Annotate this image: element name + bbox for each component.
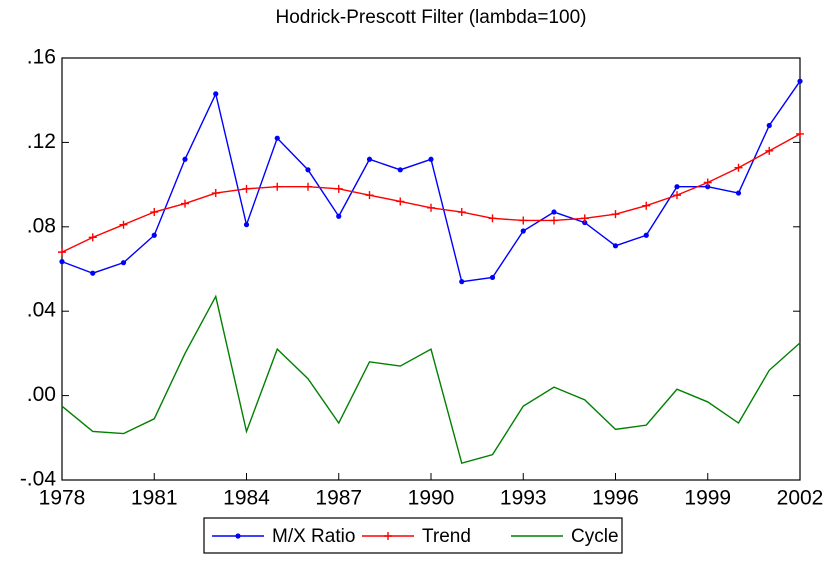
point	[213, 91, 219, 97]
legend-label: Cycle	[571, 526, 619, 547]
x-tick-label: 1984	[223, 487, 270, 510]
series-line	[61, 133, 801, 253]
point	[305, 167, 311, 173]
point	[550, 216, 558, 225]
point	[582, 219, 588, 226]
point	[304, 182, 312, 191]
x-tick-label: 1987	[315, 487, 362, 510]
point	[766, 122, 772, 129]
point	[397, 167, 403, 173]
point	[734, 163, 743, 172]
legend-label: M/X Ratio	[272, 526, 355, 547]
point	[765, 146, 774, 155]
point	[396, 197, 405, 206]
point	[488, 214, 497, 223]
point	[797, 78, 803, 84]
y-tick-label: .12	[27, 130, 56, 153]
point	[88, 233, 97, 242]
point	[273, 182, 282, 191]
point	[243, 222, 250, 228]
y-tick-label: .04	[27, 299, 57, 322]
x-tick-label: 1990	[408, 487, 455, 510]
point	[182, 156, 188, 162]
point	[643, 232, 649, 238]
point	[334, 184, 343, 193]
point	[427, 203, 435, 212]
point	[611, 210, 620, 219]
point	[796, 129, 804, 138]
point	[612, 243, 619, 249]
y-tick-label: -.04	[20, 468, 57, 491]
point	[119, 220, 128, 229]
point	[520, 228, 526, 234]
point	[580, 214, 589, 223]
y-tick-label: .00	[27, 383, 56, 406]
legend-label: Trend	[422, 526, 471, 547]
point	[242, 184, 251, 193]
point	[489, 274, 496, 281]
y-tick-label: .16	[27, 46, 56, 69]
point	[457, 208, 466, 217]
point	[551, 209, 557, 215]
point	[366, 156, 373, 162]
point	[459, 279, 465, 285]
point	[336, 213, 342, 219]
x-tick-label: 1978	[39, 487, 86, 510]
point	[151, 232, 157, 238]
point	[120, 260, 127, 266]
point	[211, 189, 220, 198]
x-tick-label: 1999	[684, 487, 731, 510]
x-tick-label: 1981	[131, 487, 178, 510]
point	[59, 259, 65, 265]
point	[705, 184, 711, 190]
point	[703, 178, 712, 187]
legend-marker	[235, 533, 241, 539]
point	[274, 135, 280, 141]
series-line	[61, 80, 801, 283]
point	[673, 191, 681, 200]
point	[642, 201, 651, 210]
point	[519, 216, 528, 225]
point	[181, 199, 189, 208]
y-tick-label: .08	[27, 214, 56, 237]
x-tick-label: 2002	[777, 487, 824, 510]
point	[735, 190, 742, 196]
legend-marker	[384, 532, 392, 540]
point	[674, 184, 680, 190]
point	[150, 208, 159, 217]
point	[90, 270, 96, 276]
point	[58, 248, 66, 257]
point	[428, 156, 434, 162]
point	[365, 191, 374, 200]
plot-frame	[61, 57, 801, 481]
chart-title: Hodrick-Prescott Filter (lambda=100)	[276, 7, 587, 28]
x-tick-label: 1993	[500, 487, 547, 510]
x-tick-label: 1996	[592, 487, 639, 510]
series-line	[61, 294, 801, 464]
